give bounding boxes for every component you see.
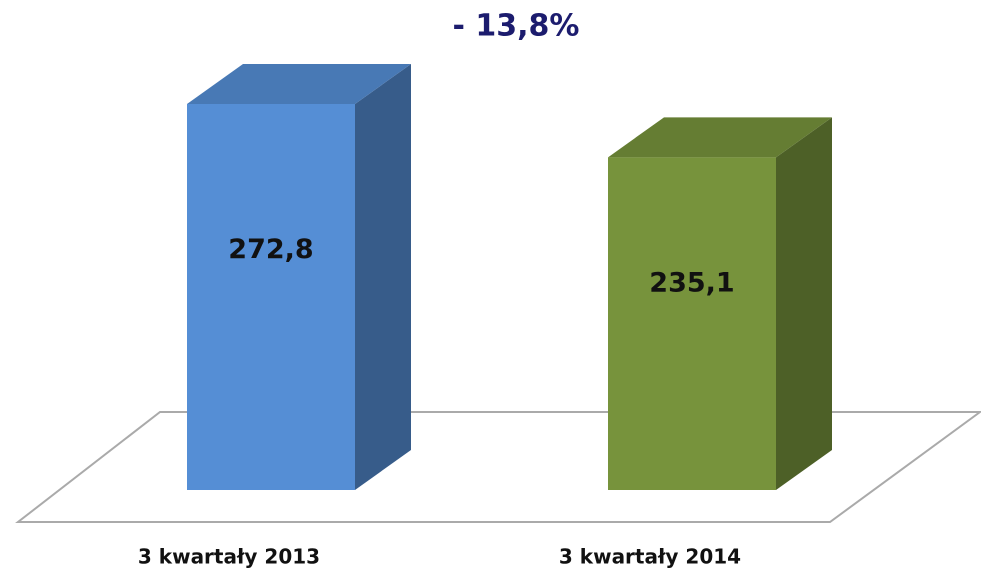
bar-top [187,64,411,104]
bar-top [608,117,832,158]
x-tick-label: 3 kwartały 2014 [559,545,741,569]
x-tick-label: 3 kwartały 2013 [138,545,320,569]
chart-title: - 13,8% [453,9,580,44]
bar-side [776,117,832,490]
bar [187,104,355,490]
value-label: 235,1 [649,267,734,298]
floor [15,411,981,523]
value-label: 272,8 [228,234,313,265]
bar-side [355,64,411,490]
bar [608,157,776,490]
